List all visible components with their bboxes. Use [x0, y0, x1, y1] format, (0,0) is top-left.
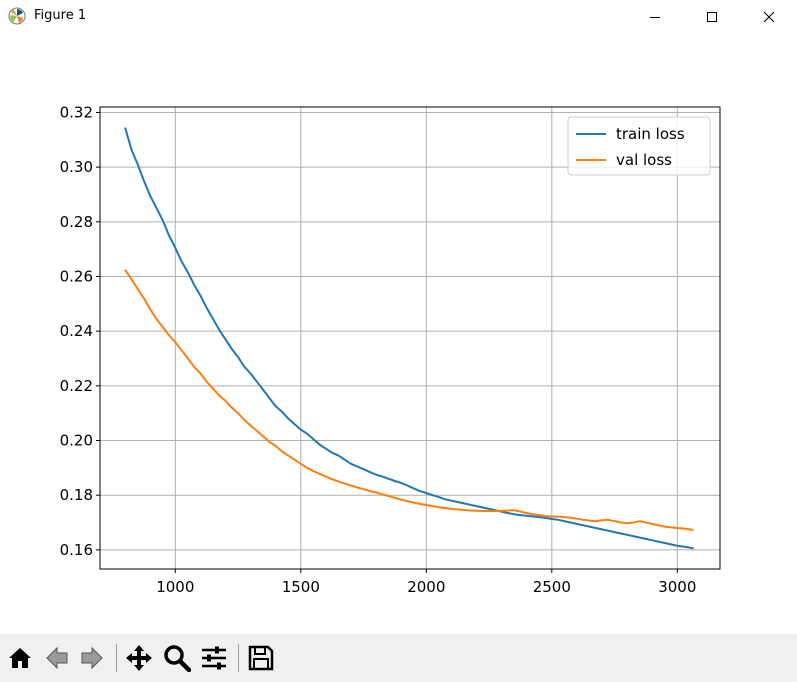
y-tick-label: 0.24 [60, 322, 93, 340]
y-tick-label: 0.20 [60, 432, 93, 450]
matplotlib-icon [8, 7, 26, 25]
forward-icon [81, 646, 103, 670]
series-line-0 [124, 127, 694, 550]
legend-label: val loss [616, 151, 672, 169]
home-icon [9, 648, 31, 668]
window-title: Figure 1 [34, 8, 87, 23]
y-tick-label: 0.18 [60, 486, 93, 504]
x-tick-label: 1500 [282, 578, 320, 596]
minimize-button[interactable] [626, 0, 684, 34]
configure-subplots-button[interactable] [199, 643, 229, 673]
series-line-1 [124, 269, 694, 532]
toolbar-separator [116, 644, 117, 672]
home-button[interactable] [5, 643, 35, 673]
grid [100, 107, 720, 569]
maximize-icon [707, 12, 717, 22]
line-chart: 1000 1500 2000 2500 3000 0.16 0.18 0.20 0.22 0.24… [60, 103, 721, 596]
axes-frame [99, 106, 721, 570]
y-tick-label: 0.32 [60, 103, 93, 121]
zoom-button[interactable] [162, 643, 192, 673]
toolbar-separator [238, 644, 239, 672]
window-titlebar: Figure 1 [0, 0, 797, 34]
x-tick-label: 1000 [156, 578, 194, 596]
close-icon [763, 11, 775, 23]
pan-icon [126, 645, 152, 671]
x-tick-label: 2500 [533, 578, 571, 596]
x-tick-label: 2000 [407, 578, 445, 596]
y-tick-label: 0.28 [60, 213, 93, 231]
legend: train loss val loss [567, 116, 711, 176]
ticks: 1000 1500 2000 2500 3000 0.16 0.18 0.20 0.22 0.24… [60, 103, 697, 596]
series [124, 127, 694, 550]
back-button[interactable] [42, 643, 72, 673]
x-tick-label: 3000 [658, 578, 696, 596]
back-icon [46, 646, 68, 670]
save-button[interactable] [246, 643, 276, 673]
minimize-icon [650, 17, 660, 18]
legend-label: train loss [616, 125, 685, 143]
y-tick-label: 0.26 [60, 267, 93, 285]
navigation-toolbar [0, 634, 797, 682]
configure-subplots-icon [202, 646, 226, 670]
forward-button[interactable] [77, 643, 107, 673]
y-tick-label: 0.16 [60, 541, 93, 559]
close-button[interactable] [740, 0, 797, 34]
y-tick-label: 0.30 [60, 158, 93, 176]
save-icon [248, 645, 274, 671]
maximize-button[interactable] [683, 0, 741, 34]
zoom-icon [164, 645, 191, 672]
y-tick-label: 0.22 [60, 377, 93, 395]
figure-canvas[interactable]: 1000 1500 2000 2500 3000 0.16 0.18 0.20 0.22 0.24… [0, 34, 797, 634]
pan-button[interactable] [124, 643, 154, 673]
